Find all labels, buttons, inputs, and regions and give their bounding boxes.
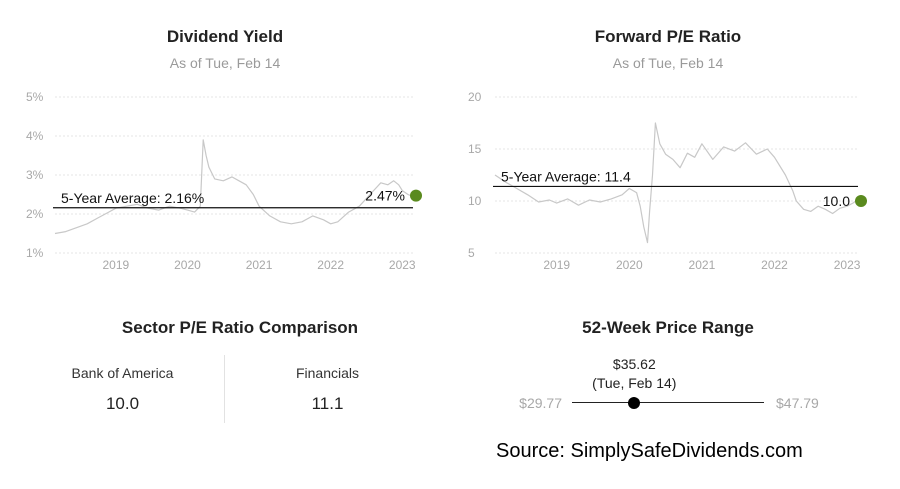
- dividend-yield-chart: 5% 4% 3% 2% 1% 2019 2020 2021 2022 2023 5-Year Ave…: [26, 90, 422, 272]
- forward-pe-chart: 20 15 10 5 2019 2020 2021 2022 2023 5-Year Averag…: [468, 90, 867, 272]
- company-pe-value: 10.0: [105, 394, 140, 413]
- price-range-track: [572, 402, 764, 403]
- range-low-label: $29.77: [519, 395, 562, 411]
- x-tick-label: 2022: [761, 258, 788, 272]
- source-credit: Source: SimplySafeDividends.com: [496, 440, 803, 462]
- y-tick-label: 5%: [26, 90, 44, 104]
- y-tick-label: 5: [468, 246, 475, 260]
- current-value-label: 2.47%: [365, 188, 405, 204]
- x-tick-label: 2019: [103, 258, 130, 272]
- current-price-marker: [628, 397, 641, 409]
- current-price-date: (Tue, Feb 14): [592, 375, 677, 391]
- price-range-title: 52-Week Price Range: [582, 318, 754, 337]
- y-tick-label: 1%: [26, 246, 44, 260]
- x-tick-label: 2023: [834, 258, 861, 272]
- dividend-yield-title: Dividend Yield: [166, 27, 284, 46]
- current-price: $35.62: [612, 356, 656, 372]
- y-tick-label: 3%: [26, 168, 44, 182]
- x-tick-label: 2021: [246, 258, 273, 272]
- current-price-callout: $35.62 (Tue, Feb 14): [564, 355, 704, 393]
- y-tick-label: 4%: [26, 129, 44, 143]
- y-tick-label: 15: [468, 142, 482, 156]
- average-label: 5-Year Average: 11.4: [501, 168, 631, 184]
- current-value-dot: [410, 189, 422, 202]
- dividend-yield-subtitle: As of Tue, Feb 14: [169, 55, 281, 71]
- current-value-label: 10.0: [823, 193, 850, 209]
- forward-pe-title: Forward P/E Ratio: [594, 27, 742, 46]
- sector-label: Financials: [295, 365, 360, 381]
- comparison-divider: [224, 355, 225, 423]
- y-tick-label: 10: [468, 194, 482, 208]
- sector-comparison-title: Sector P/E Ratio Comparison: [121, 318, 359, 337]
- sector-pe-value: 11.1: [311, 394, 344, 413]
- current-value-dot: [855, 195, 867, 207]
- x-tick-label: 2023: [389, 258, 416, 272]
- series-line: [54, 139, 412, 235]
- y-tick-label: 20: [468, 90, 482, 104]
- x-tick-label: 2020: [174, 258, 201, 272]
- x-tick-label: 2022: [317, 258, 344, 272]
- y-tick-label: 2%: [26, 207, 44, 221]
- x-tick-label: 2021: [689, 258, 716, 272]
- range-high-label: $47.79: [776, 395, 819, 411]
- series-line: [494, 122, 857, 244]
- x-tick-label: 2020: [616, 258, 643, 272]
- average-label: 5-Year Average: 2.16%: [61, 190, 204, 206]
- x-tick-label: 2019: [543, 258, 570, 272]
- forward-pe-subtitle: As of Tue, Feb 14: [612, 55, 724, 71]
- company-label: Bank of America: [71, 365, 174, 381]
